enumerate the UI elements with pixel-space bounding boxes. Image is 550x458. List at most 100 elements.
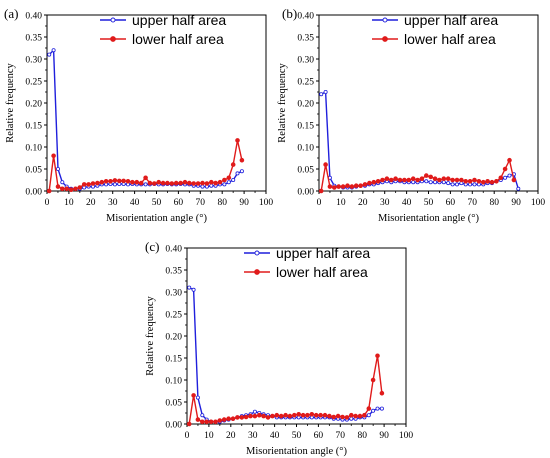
upper-half-point	[209, 183, 214, 188]
lower-half-point	[200, 180, 205, 186]
lower-half-point	[204, 419, 210, 425]
y-axis-title: Relative frequency	[145, 295, 156, 375]
x-tick-label: 10	[64, 198, 74, 208]
lower-half-point	[195, 181, 201, 186]
y-tick-label: 0.40	[25, 12, 42, 22]
lower-half-point	[494, 179, 499, 184]
lower-half-point	[222, 177, 227, 183]
lower-half-point	[366, 406, 372, 411]
legend-entry: upper half area	[404, 12, 498, 28]
upper-half-point	[411, 180, 416, 185]
x-tick-label: 70	[336, 431, 346, 441]
lower-half-point	[291, 412, 297, 418]
lower-half-point	[81, 182, 87, 187]
x-tick-label: 100	[531, 198, 546, 208]
x-tick-label: 80	[489, 198, 499, 208]
lower-half-point	[213, 180, 218, 186]
lower-half-point	[59, 186, 65, 192]
upper-half-point	[450, 182, 455, 187]
lower-half-point	[73, 186, 78, 192]
lower-half-point	[287, 413, 293, 419]
lower-half-point	[410, 176, 416, 182]
lower-half-point	[380, 177, 385, 183]
upper-half-point	[446, 181, 451, 186]
upper-half-point	[226, 180, 231, 185]
lower-half-point	[428, 174, 434, 180]
upper-half-point	[428, 180, 433, 185]
panel-label: (c)	[145, 239, 159, 254]
legend-entry: lower half area	[132, 31, 224, 47]
legend-entry: upper half area	[132, 12, 226, 28]
lower-half-point	[327, 413, 332, 419]
upper-half-point	[349, 416, 354, 421]
x-tick-label: 50	[424, 198, 434, 208]
lower-half-point	[213, 419, 218, 425]
upper-half-series-line	[48, 49, 243, 190]
lower-half-point	[375, 179, 381, 184]
y-tick-label: 0.10	[165, 377, 182, 387]
lower-half-point	[230, 162, 236, 167]
y-tick-label: 0.30	[25, 56, 42, 66]
lower-half-point	[51, 153, 56, 159]
lower-half-point	[441, 176, 447, 182]
upper-half-point	[47, 52, 52, 57]
x-tick-label: 10	[204, 431, 214, 441]
lower-half-point	[318, 188, 324, 194]
x-tick-label: 60	[314, 431, 324, 441]
upper-half-point	[375, 406, 380, 411]
upper-half-series-line	[320, 91, 519, 190]
x-tick-label: 60	[174, 198, 184, 208]
lower-half-point	[147, 180, 153, 186]
y-tick-label: 0.40	[165, 245, 182, 255]
y-tick-label: 0.15	[297, 122, 314, 132]
lower-half-point	[226, 175, 232, 181]
lower-half-point	[423, 173, 429, 178]
legend-swatch-marker	[254, 269, 260, 275]
upper-half-point	[433, 180, 438, 185]
lower-half-point	[130, 179, 135, 185]
y-tick-label: 0.05	[25, 166, 42, 176]
lower-half-point	[138, 180, 144, 186]
x-tick-label: 70	[196, 198, 206, 208]
lower-half-point	[226, 416, 231, 422]
upper-half-point	[51, 48, 56, 53]
x-tick-label: 20	[358, 198, 368, 208]
lower-half-point	[415, 177, 420, 183]
y-tick-label: 0.35	[165, 267, 182, 277]
lower-half-point	[402, 177, 407, 183]
lower-half-point	[300, 412, 306, 418]
x-tick-label: 50	[292, 431, 302, 441]
lower-half-point	[187, 180, 192, 186]
lower-half-point	[432, 176, 438, 182]
panel-label: (a)	[4, 6, 18, 21]
lower-half-point	[467, 179, 473, 184]
lower-half-point	[406, 177, 412, 183]
lower-half-point	[274, 412, 280, 418]
lower-half-point	[379, 390, 385, 396]
legend-entry: lower half area	[404, 31, 496, 47]
upper-half-point	[222, 182, 227, 187]
lower-half-point	[419, 176, 425, 182]
legend-swatch-marker	[110, 17, 116, 23]
lower-half-point	[331, 414, 337, 420]
lower-half-point	[349, 184, 355, 189]
lower-half-point	[480, 179, 486, 185]
lower-half-point	[143, 175, 148, 181]
lower-half-point	[511, 177, 517, 183]
lower-half-point	[217, 418, 223, 423]
lower-half-point	[476, 179, 482, 184]
y-tick-label: 0.05	[297, 166, 314, 176]
lower-half-point	[472, 177, 477, 183]
upper-half-point	[235, 171, 240, 176]
y-tick-label: 0.25	[25, 78, 42, 88]
lower-half-point	[362, 412, 367, 418]
y-tick-label: 0.10	[297, 144, 314, 154]
y-tick-label: 0.00	[297, 188, 314, 198]
lower-half-point	[393, 176, 398, 182]
y-axis-title: Relative frequency	[5, 62, 16, 142]
chart-panel: (a) 0 10 20 30 40 50 60 70 80 90 100 0.00 0.05 0.10 0.1…	[4, 6, 273, 224]
lower-half-point	[305, 412, 310, 418]
upper-half-point	[60, 180, 65, 185]
upper-half-point	[454, 182, 459, 187]
